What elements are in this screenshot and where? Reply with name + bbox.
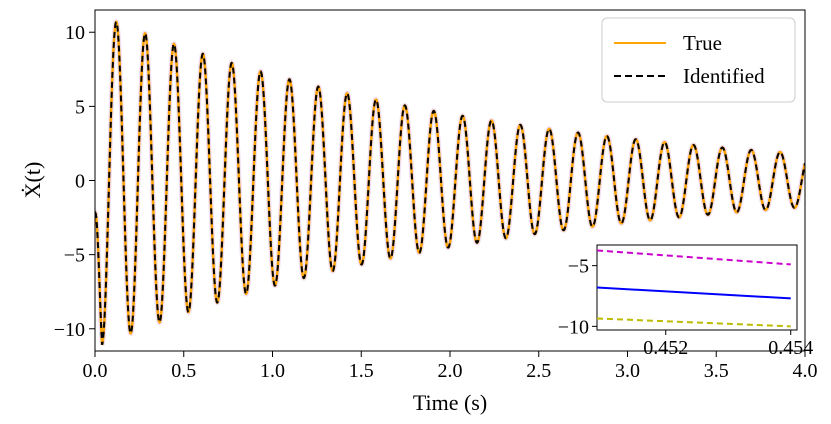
main-plot: 0.0 0.5 1.0 1.5 2.0 2.5 3.0 3.5 4.0 10 5 0 −5 −10	[54, 9, 818, 382]
legend-frame	[601, 17, 796, 103]
x-axis-ticks: 0.0 0.5 1.0 1.5 2.0 2.5 3.0 3.5 4.0	[83, 351, 818, 382]
inset-frame	[596, 244, 798, 331]
inset-y-tick-label: −5	[568, 256, 589, 278]
x-axis-label: Time (s)	[413, 390, 487, 415]
x-tick-label: 1.0	[260, 360, 285, 382]
y-axis-label: Ẋ(t)	[20, 162, 45, 199]
inset-lines	[597, 249, 791, 328]
legend-label-true: True	[683, 31, 722, 55]
series-identified	[95, 20, 805, 346]
x-tick-label: 0.0	[83, 360, 108, 382]
y-tick-label: 0	[75, 171, 85, 193]
inset-x-tick-label: 0.454	[768, 337, 813, 359]
x-tick-label: 3.0	[615, 360, 640, 382]
inset-x-tick-label: 0.452	[643, 337, 688, 359]
inset-line-upper-bound	[597, 249, 791, 266]
x-tick-label: 2.0	[438, 360, 463, 382]
x-tick-label: 3.5	[704, 360, 729, 382]
y-tick-label: −5	[64, 245, 85, 267]
x-tick-label: 1.5	[349, 360, 374, 382]
inset-y-tick-label: −10	[558, 316, 589, 338]
x-tick-label: 2.5	[526, 360, 551, 382]
inset-x-ticks: 0.452 0.454	[643, 330, 813, 359]
y-tick-label: −10	[54, 319, 85, 341]
x-tick-label: 4.0	[793, 360, 818, 382]
legend: True Identified	[601, 17, 796, 103]
legend-label-identified: Identified	[683, 64, 765, 88]
y-tick-label: 5	[75, 96, 85, 118]
y-tick-label: 10	[65, 22, 85, 44]
inset-zoom: 0.452 0.454 −5 −10	[558, 244, 813, 359]
x-tick-label: 0.5	[171, 360, 196, 382]
inset-line-lower-bound	[597, 317, 791, 328]
main-lines	[95, 18, 805, 346]
inset-y-ticks: −5 −10	[558, 256, 597, 338]
y-axis-ticks: 10 5 0 −5 −10	[54, 22, 95, 341]
inset-line-mean	[597, 286, 791, 300]
